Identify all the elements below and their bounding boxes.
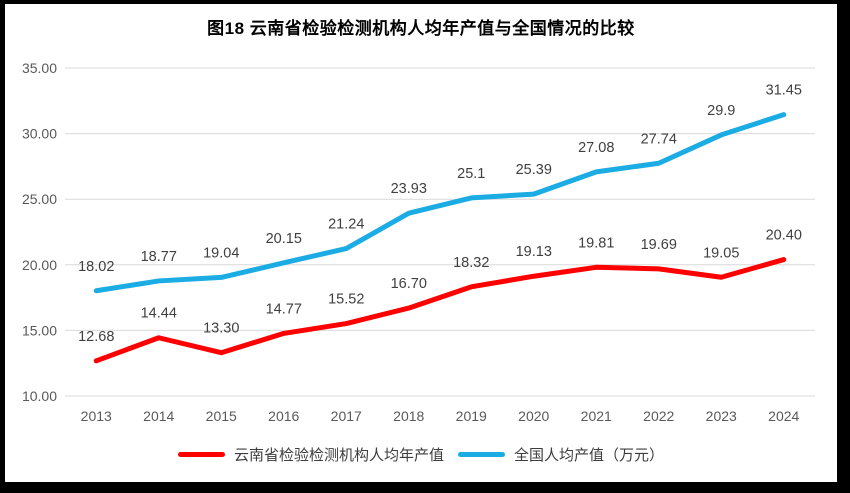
data-label: 19.04 <box>203 245 239 261</box>
y-axis-tick-label: 35.00 <box>22 60 57 76</box>
y-axis-tick-label: 20.00 <box>22 257 57 273</box>
legend-item-yunnan: 云南省检验检测机构人均年产值 <box>177 444 444 465</box>
legend-label-yunnan: 云南省检验检测机构人均年产值 <box>233 447 444 464</box>
y-axis-tick-label: 25.00 <box>22 191 57 207</box>
data-label: 19.13 <box>516 244 552 260</box>
data-label: 14.44 <box>141 306 177 322</box>
data-label: 13.30 <box>203 321 239 337</box>
x-axis-tick-label: 2013 <box>81 408 112 424</box>
legend-label-national: 全国人均产值（万元） <box>514 447 665 464</box>
data-label: 29.9 <box>707 103 735 119</box>
data-label: 20.15 <box>266 231 302 247</box>
x-axis-tick-label: 2019 <box>456 408 487 424</box>
x-axis-tick-label: 2020 <box>518 408 549 424</box>
legend-swatch-national <box>458 452 505 457</box>
data-label: 18.32 <box>453 255 489 271</box>
legend-item-national: 全国人均产值（万元） <box>458 444 664 465</box>
data-label: 12.68 <box>78 329 114 345</box>
data-label: 18.02 <box>78 259 114 275</box>
y-axis-tick-label: 10.00 <box>22 388 57 404</box>
data-label: 27.74 <box>641 131 677 147</box>
data-label: 27.08 <box>578 140 614 156</box>
data-label: 19.81 <box>578 235 614 251</box>
x-axis-tick-label: 2024 <box>768 408 799 424</box>
legend-swatch-yunnan <box>177 452 225 457</box>
x-axis-tick-label: 2023 <box>706 408 737 424</box>
data-label: 19.05 <box>703 245 739 261</box>
y-axis-tick-label: 30.00 <box>22 126 57 142</box>
x-axis-tick-label: 2015 <box>206 408 237 424</box>
data-label: 18.77 <box>141 249 177 265</box>
data-label: 23.93 <box>391 181 427 197</box>
data-label: 20.40 <box>766 228 802 244</box>
x-axis-tick-label: 2014 <box>143 408 174 424</box>
data-label: 14.77 <box>266 301 302 317</box>
x-axis-tick-label: 2017 <box>331 408 362 424</box>
data-label: 21.24 <box>328 217 364 233</box>
line-chart-canvas: 10.00 15.00 20.00 25.00 30.00 35.00 2013 2014 20… <box>22 60 815 424</box>
data-label: 19.69 <box>641 237 677 253</box>
data-label: 16.70 <box>391 276 427 292</box>
y-axis-tick-label: 15.00 <box>22 322 57 338</box>
data-label: 15.52 <box>328 292 364 308</box>
legend: 云南省检验检测机构人均年产值 全国人均产值（万元） <box>5 444 837 465</box>
series-line <box>93 112 787 294</box>
x-axis-tick-label: 2022 <box>643 408 674 424</box>
data-label: 25.1 <box>457 166 485 182</box>
series-line <box>93 257 787 364</box>
x-axis-tick-label: 2016 <box>268 408 299 424</box>
chart-title: 图18 云南省检验检测机构人均年产值与全国情况的比较 <box>207 19 635 38</box>
x-axis-tick-label: 2021 <box>581 408 612 424</box>
data-label: 31.45 <box>766 83 802 99</box>
data-label: 25.39 <box>516 162 552 178</box>
x-axis-tick-label: 2018 <box>393 408 424 424</box>
